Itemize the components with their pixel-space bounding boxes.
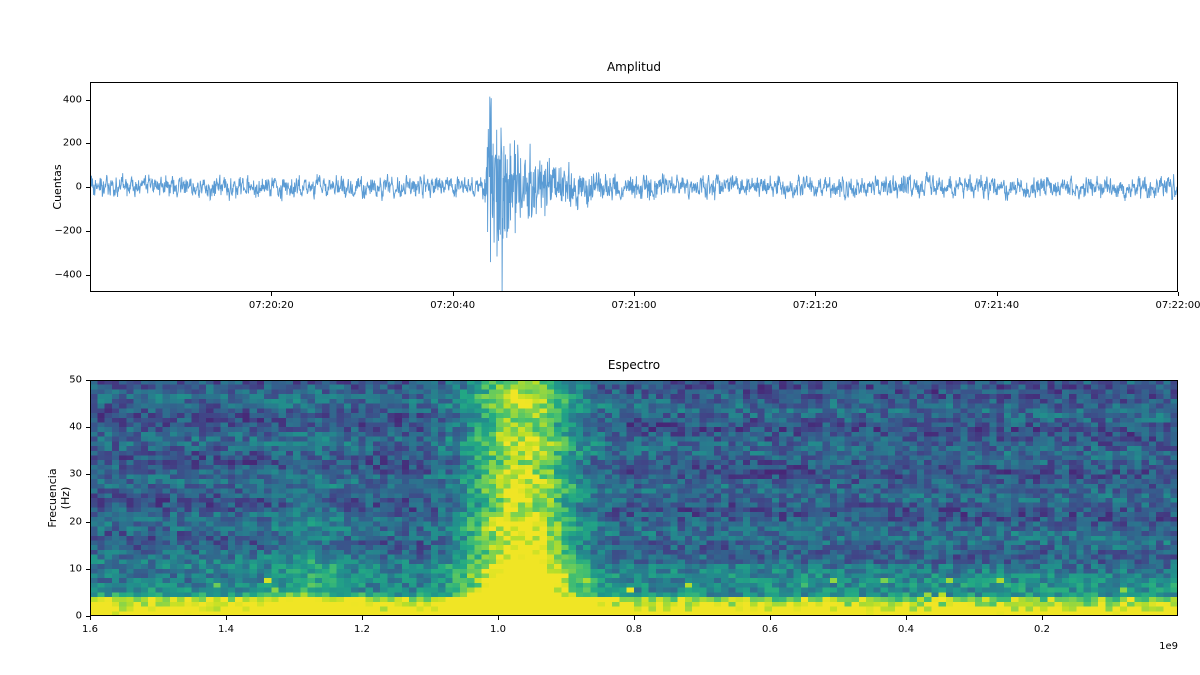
spectrum-heatmap bbox=[90, 380, 1178, 616]
figure: Amplitud Cuentas −400−200020040007:20:20… bbox=[0, 0, 1200, 675]
spectrum-panel: Espectro Frecuencia (Hz) 1e9 01020304050… bbox=[90, 380, 1178, 616]
spectrum-xtick-label: 0.2 bbox=[1034, 624, 1050, 635]
spectrum-ytick-mark bbox=[86, 569, 90, 570]
spectrum-xtick-label: 0.6 bbox=[762, 624, 778, 635]
amplitude-ytick-label: 400 bbox=[63, 94, 82, 105]
amplitude-xtick-label: 07:20:40 bbox=[430, 300, 475, 311]
amplitude-xtick-mark bbox=[634, 292, 635, 296]
amplitude-xtick-label: 07:22:00 bbox=[1156, 300, 1200, 311]
spectrum-ytick-label: 0 bbox=[76, 611, 82, 622]
spectrum-xtick-mark bbox=[226, 616, 227, 620]
spectrum-xtick-label: 1.2 bbox=[354, 624, 370, 635]
spectrum-ytick-label: 40 bbox=[69, 422, 82, 433]
amplitude-waveform bbox=[90, 82, 1178, 292]
amplitude-ytick-mark bbox=[86, 187, 90, 188]
amplitude-xtick-mark bbox=[453, 292, 454, 296]
spectrum-ytick-mark bbox=[86, 474, 90, 475]
spectrum-xtick-label: 0.4 bbox=[898, 624, 914, 635]
amplitude-ytick-mark bbox=[86, 275, 90, 276]
amplitude-xtick-mark bbox=[1178, 292, 1179, 296]
spectrum-xtick-mark bbox=[362, 616, 363, 620]
spectrum-xtick-label: 1.6 bbox=[82, 624, 98, 635]
amplitude-ytick-label: 0 bbox=[76, 182, 82, 193]
amplitude-xtick-mark bbox=[997, 292, 998, 296]
spectrum-xtick-mark bbox=[90, 616, 91, 620]
amplitude-ytick-mark bbox=[86, 100, 90, 101]
amplitude-ytick-mark bbox=[86, 143, 90, 144]
amplitude-xtick-label: 07:21:20 bbox=[793, 300, 838, 311]
spectrum-ytick-mark bbox=[86, 380, 90, 381]
amplitude-title: Amplitud bbox=[90, 60, 1178, 74]
spectrum-x-offset: 1e9 bbox=[1159, 641, 1178, 652]
spectrum-ytick-mark bbox=[86, 522, 90, 523]
amplitude-ytick-label: 200 bbox=[63, 138, 82, 149]
amplitude-ytick-label: −200 bbox=[55, 225, 82, 236]
amplitude-ytick-mark bbox=[86, 231, 90, 232]
spectrum-xtick-label: 0.8 bbox=[626, 624, 642, 635]
spectrum-xtick-label: 1.4 bbox=[218, 624, 234, 635]
spectrum-xtick-mark bbox=[1042, 616, 1043, 620]
amplitude-xtick-label: 07:21:40 bbox=[974, 300, 1019, 311]
spectrum-xtick-mark bbox=[770, 616, 771, 620]
spectrum-ytick-mark bbox=[86, 427, 90, 428]
spectrum-xtick-mark bbox=[498, 616, 499, 620]
spectrum-ytick-label: 10 bbox=[69, 563, 82, 574]
spectrum-xtick-label: 1.0 bbox=[490, 624, 506, 635]
spectrum-title: Espectro bbox=[90, 358, 1178, 372]
spectrum-xtick-mark bbox=[906, 616, 907, 620]
amplitude-xtick-label: 07:21:00 bbox=[612, 300, 657, 311]
amplitude-xtick-label: 07:20:20 bbox=[249, 300, 294, 311]
spectrum-ytick-label: 30 bbox=[69, 469, 82, 480]
spectrum-xtick-mark bbox=[634, 616, 635, 620]
amplitude-panel: Amplitud Cuentas −400−200020040007:20:20… bbox=[90, 82, 1178, 292]
amplitude-ytick-label: −400 bbox=[55, 269, 82, 280]
waveform-line bbox=[90, 97, 1178, 292]
spectrum-ytick-label: 20 bbox=[69, 516, 82, 527]
amplitude-xtick-mark bbox=[815, 292, 816, 296]
spectrum-ytick-label: 50 bbox=[69, 375, 82, 386]
amplitude-xtick-mark bbox=[271, 292, 272, 296]
amplitude-ylabel: Cuentas bbox=[51, 164, 64, 209]
